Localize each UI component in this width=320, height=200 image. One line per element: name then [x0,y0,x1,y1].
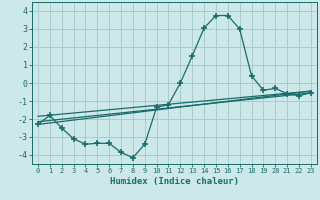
X-axis label: Humidex (Indice chaleur): Humidex (Indice chaleur) [110,177,239,186]
